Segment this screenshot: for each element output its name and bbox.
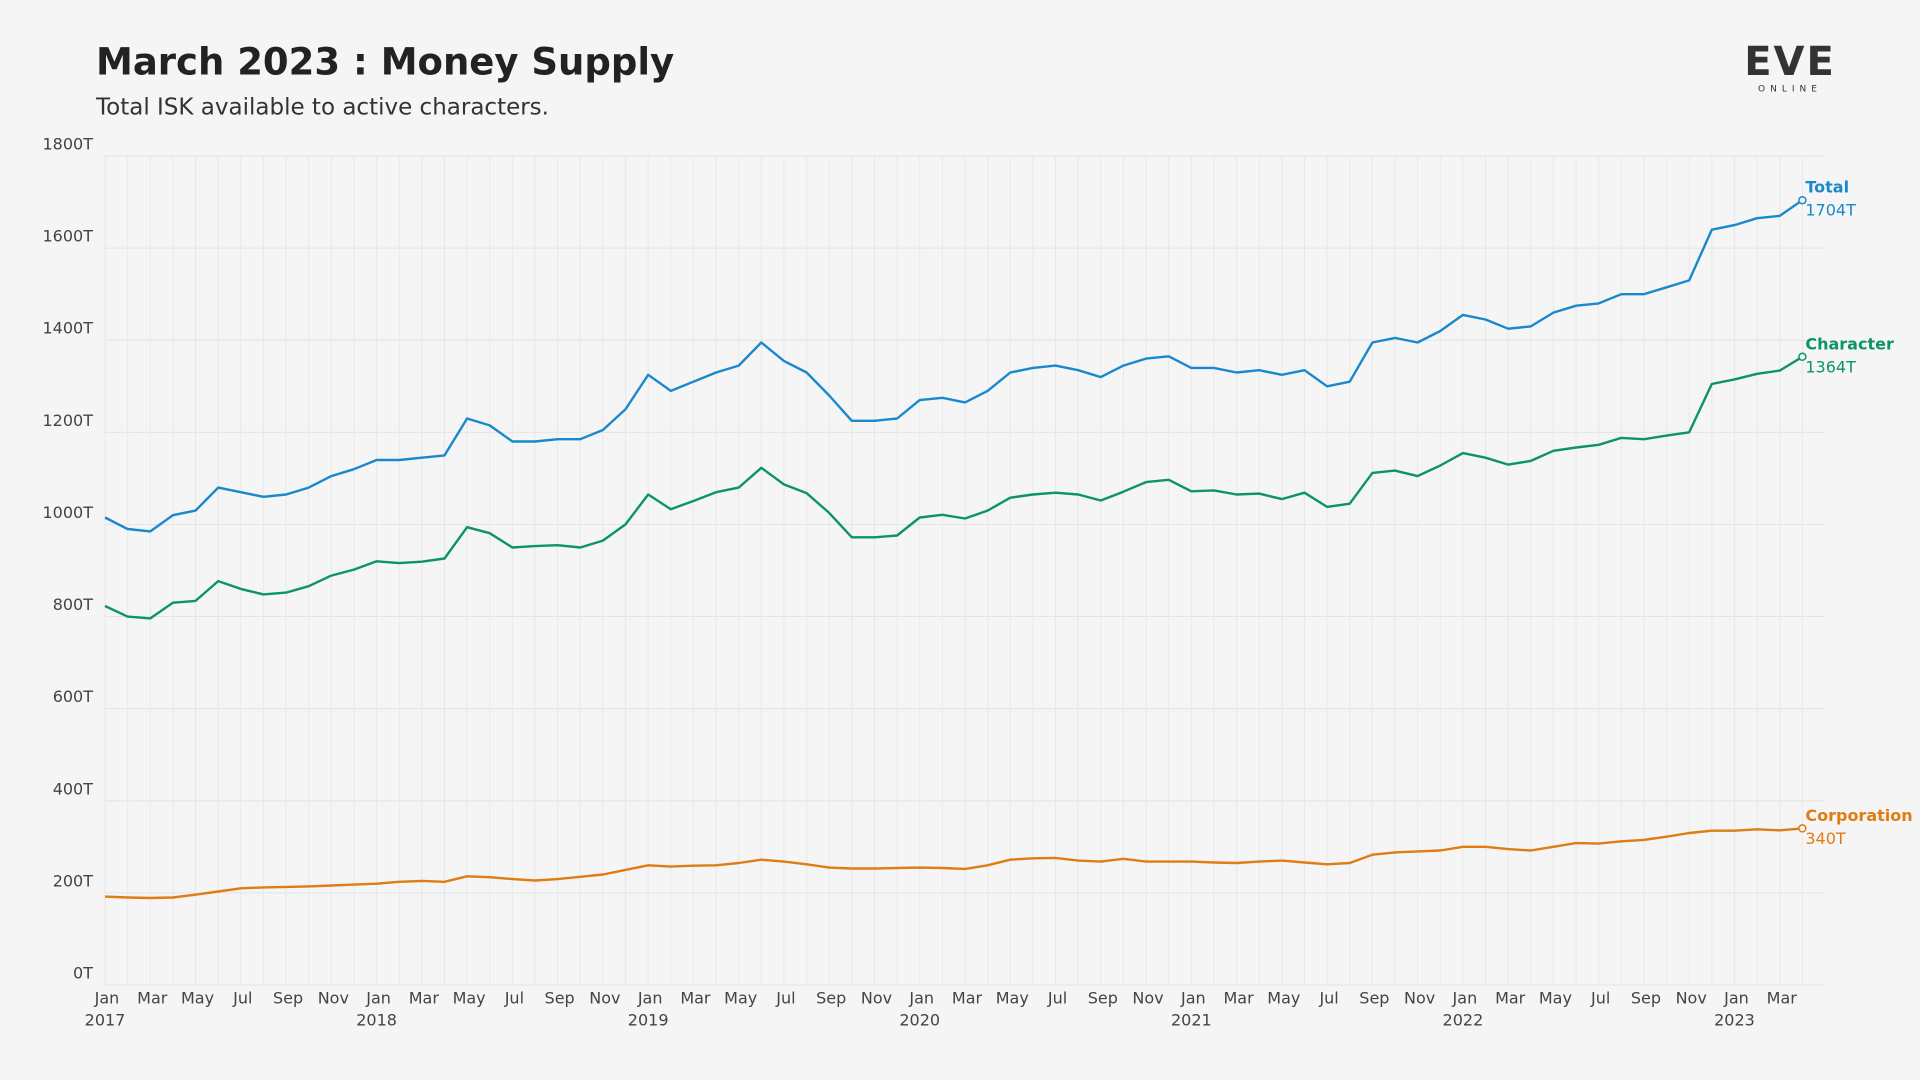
y-tick-label: 800T xyxy=(53,595,94,614)
y-tick-label: 400T xyxy=(53,779,94,798)
end-marker xyxy=(1798,352,1807,362)
x-tick-label: Nov xyxy=(861,989,892,1008)
series-line xyxy=(104,199,1804,533)
x-tick-label: Nov xyxy=(589,989,620,1008)
x-tick-label: Jan xyxy=(637,989,663,1008)
x-year-label: 2023 xyxy=(1714,1011,1755,1030)
series-line xyxy=(104,355,1804,620)
x-year-label: 2019 xyxy=(628,1011,669,1030)
x-tick-label: Sep xyxy=(1631,989,1661,1008)
x-tick-label: Nov xyxy=(1676,989,1707,1008)
x-tick-label: May xyxy=(996,989,1029,1008)
x-tick-label: Sep xyxy=(816,989,846,1008)
end-marker xyxy=(1798,824,1807,833)
y-tick-label: 1200T xyxy=(43,411,94,430)
x-tick-label: Sep xyxy=(1088,989,1118,1008)
x-year-label: 2021 xyxy=(1171,1011,1212,1030)
x-tick-label: Nov xyxy=(1132,989,1163,1008)
chart-title: March 2023 : Money Supply xyxy=(96,41,674,84)
x-tick-label: Sep xyxy=(1359,989,1389,1008)
x-tick-label: Jul xyxy=(1318,989,1338,1008)
y-tick-label: 0T xyxy=(73,964,93,983)
x-year-label: 2020 xyxy=(899,1011,940,1030)
x-tick-label: Jul xyxy=(232,989,252,1008)
y-tick-label: 600T xyxy=(53,687,94,706)
x-tick-label: Mar xyxy=(1495,989,1526,1008)
x-year-label: 2018 xyxy=(356,1011,397,1030)
x-tick-label: Mar xyxy=(137,989,168,1008)
series-line xyxy=(104,827,1803,900)
x-tick-label: Mar xyxy=(1767,989,1798,1008)
x-tick-label: Mar xyxy=(680,989,711,1008)
x-tick-label: Nov xyxy=(1404,989,1435,1008)
logo: EVE xyxy=(1744,39,1836,85)
x-tick-label: Mar xyxy=(1223,989,1254,1008)
y-tick-label: 1400T xyxy=(43,319,94,338)
x-tick-label: Jan xyxy=(94,989,120,1008)
y-tick-label: 1600T xyxy=(43,227,94,246)
y-tick-label: 1800T xyxy=(43,135,94,154)
x-tick-label: Jan xyxy=(365,989,391,1008)
x-tick-label: Mar xyxy=(409,989,440,1008)
end-marker xyxy=(1798,195,1807,205)
value-label: 1704T xyxy=(1805,201,1856,220)
x-tick-label: Sep xyxy=(545,989,575,1008)
x-tick-label: Jan xyxy=(1180,989,1206,1008)
x-tick-label: Jul xyxy=(504,989,524,1008)
value-label: 340T xyxy=(1805,829,1846,848)
x-tick-label: Sep xyxy=(273,989,303,1008)
legend-label: Corporation xyxy=(1805,806,1912,825)
legend-label: Character xyxy=(1805,334,1894,353)
value-label: 1364T xyxy=(1805,357,1856,376)
x-tick-label: Jul xyxy=(1590,989,1610,1008)
chart-subtitle: Total ISK available to active characters… xyxy=(95,95,549,121)
x-tick-label: May xyxy=(1267,989,1300,1008)
x-tick-label: May xyxy=(1539,989,1572,1008)
x-year-label: 2022 xyxy=(1443,1011,1484,1030)
logo-sub: ONLINE xyxy=(1758,85,1822,95)
y-tick-label: 200T xyxy=(53,871,94,890)
x-tick-label: Mar xyxy=(952,989,983,1008)
x-tick-label: Jan xyxy=(1723,989,1749,1008)
x-tick-label: May xyxy=(181,989,214,1008)
x-tick-label: Nov xyxy=(318,989,349,1008)
legend-label: Total xyxy=(1805,178,1849,197)
x-year-label: 2017 xyxy=(85,1011,126,1030)
x-tick-label: Jan xyxy=(1452,989,1478,1008)
x-tick-label: Jul xyxy=(1047,989,1067,1008)
x-tick-label: Jul xyxy=(775,989,795,1008)
x-tick-label: May xyxy=(724,989,757,1008)
x-tick-label: Jan xyxy=(908,989,934,1008)
x-tick-label: May xyxy=(453,989,486,1008)
y-tick-label: 1000T xyxy=(43,503,94,522)
